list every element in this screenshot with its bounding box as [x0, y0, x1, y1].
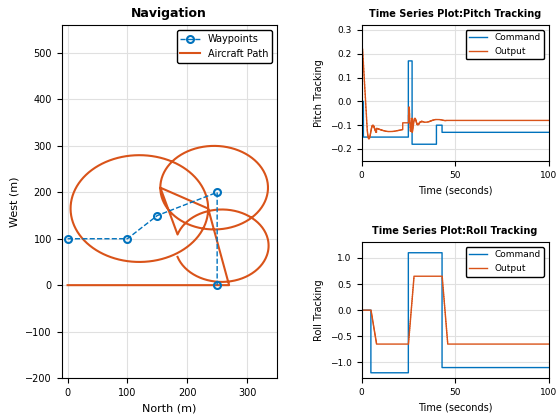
Command [358, 99, 365, 104]
Line: Waypoints: Waypoints [64, 189, 221, 289]
Aircraft Path [69, 218, 76, 223]
Command [511, 130, 518, 135]
Aircraft Path [105, 254, 112, 259]
Output [511, 118, 518, 123]
Aircraft Path [193, 176, 199, 181]
Command [524, 130, 531, 135]
Output [358, 47, 365, 52]
Command [545, 130, 552, 135]
Title: Time Series Plot:Pitch Tracking: Time Series Plot:Pitch Tracking [369, 9, 542, 19]
Line: Output: Output [362, 276, 549, 344]
Y-axis label: West (m): West (m) [10, 176, 20, 227]
Waypoints [214, 283, 221, 288]
Command [370, 370, 376, 375]
Command [370, 134, 376, 139]
Output [358, 307, 365, 312]
Output [536, 341, 543, 346]
Title: Time Series Plot:Roll Tracking: Time Series Plot:Roll Tracking [372, 226, 538, 236]
Output [373, 341, 380, 346]
Output [505, 341, 511, 346]
Command [545, 365, 552, 370]
Command [405, 58, 412, 63]
Command [505, 365, 511, 370]
Output [545, 341, 552, 346]
Legend: Command, Output: Command, Output [465, 247, 544, 276]
Output [396, 341, 403, 346]
Waypoints [154, 213, 161, 218]
Command [405, 250, 412, 255]
Command [505, 130, 511, 135]
Legend: Command, Output: Command, Output [465, 30, 544, 60]
Waypoints [64, 236, 71, 241]
Aircraft Path [189, 271, 195, 276]
Y-axis label: Pitch Tracking: Pitch Tracking [314, 59, 324, 127]
Command [536, 130, 543, 135]
Output [370, 123, 376, 128]
Output [396, 128, 403, 133]
Y-axis label: Roll Tracking: Roll Tracking [314, 279, 324, 341]
Line: Output: Output [362, 49, 549, 139]
Output [524, 341, 531, 346]
Command [536, 365, 543, 370]
Command [367, 370, 374, 375]
Aircraft Path [222, 279, 229, 284]
X-axis label: North (m): North (m) [142, 403, 197, 413]
Aircraft Path [255, 221, 262, 226]
Command [358, 307, 365, 312]
Output [536, 118, 543, 123]
Line: Aircraft Path: Aircraft Path [68, 146, 269, 285]
Line: Command: Command [362, 61, 549, 144]
Output [504, 118, 511, 123]
X-axis label: Time (seconds): Time (seconds) [418, 185, 492, 195]
Output [524, 118, 531, 123]
Aircraft Path [174, 255, 181, 260]
Waypoints [124, 236, 131, 241]
Aircraft Path [211, 143, 217, 148]
Waypoints [214, 190, 221, 195]
X-axis label: Time (seconds): Time (seconds) [418, 402, 492, 412]
Legend: Waypoints, Aircraft Path: Waypoints, Aircraft Path [176, 30, 272, 63]
Output [511, 341, 518, 346]
Aircraft Path [64, 283, 71, 288]
Output [545, 118, 552, 123]
Line: Command: Command [362, 253, 549, 373]
Title: Navigation: Navigation [132, 7, 207, 20]
Output [370, 320, 376, 325]
Command [511, 365, 518, 370]
Command [396, 370, 403, 375]
Command [409, 142, 416, 147]
Output [410, 274, 417, 279]
Output [366, 136, 372, 142]
Command [396, 134, 403, 139]
Command [524, 365, 531, 370]
